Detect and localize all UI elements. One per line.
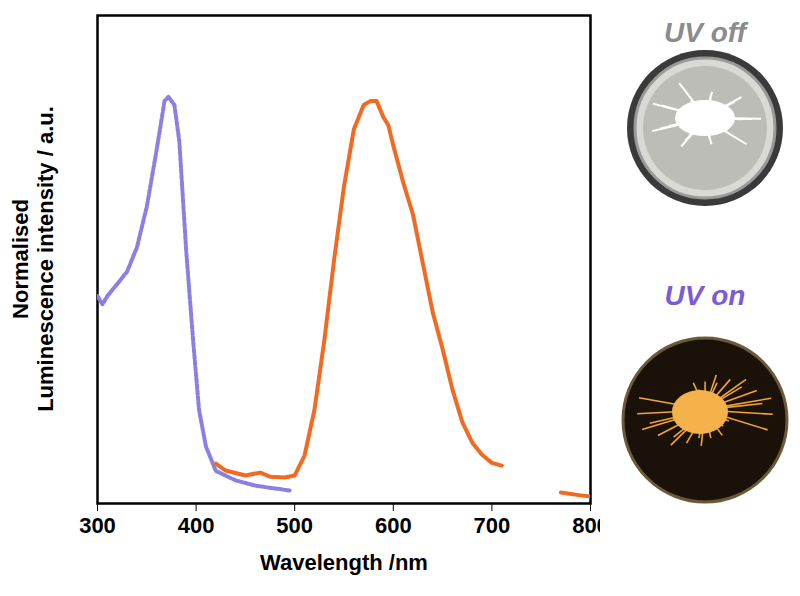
svg-text:800: 800 [572, 513, 600, 538]
svg-text:NormalisedLuminescence intensi: NormalisedLuminescence intensity / a.u. [8, 106, 58, 412]
svg-text:600: 600 [375, 513, 412, 538]
svg-text:Wavelength /nm: Wavelength /nm [260, 550, 428, 575]
svg-text:UV on: UV on [665, 280, 746, 311]
svg-text:500: 500 [276, 513, 313, 538]
svg-text:700: 700 [474, 513, 511, 538]
svg-text:UV off: UV off [664, 17, 749, 48]
svg-text:300: 300 [79, 513, 116, 538]
svg-text:400: 400 [178, 513, 215, 538]
